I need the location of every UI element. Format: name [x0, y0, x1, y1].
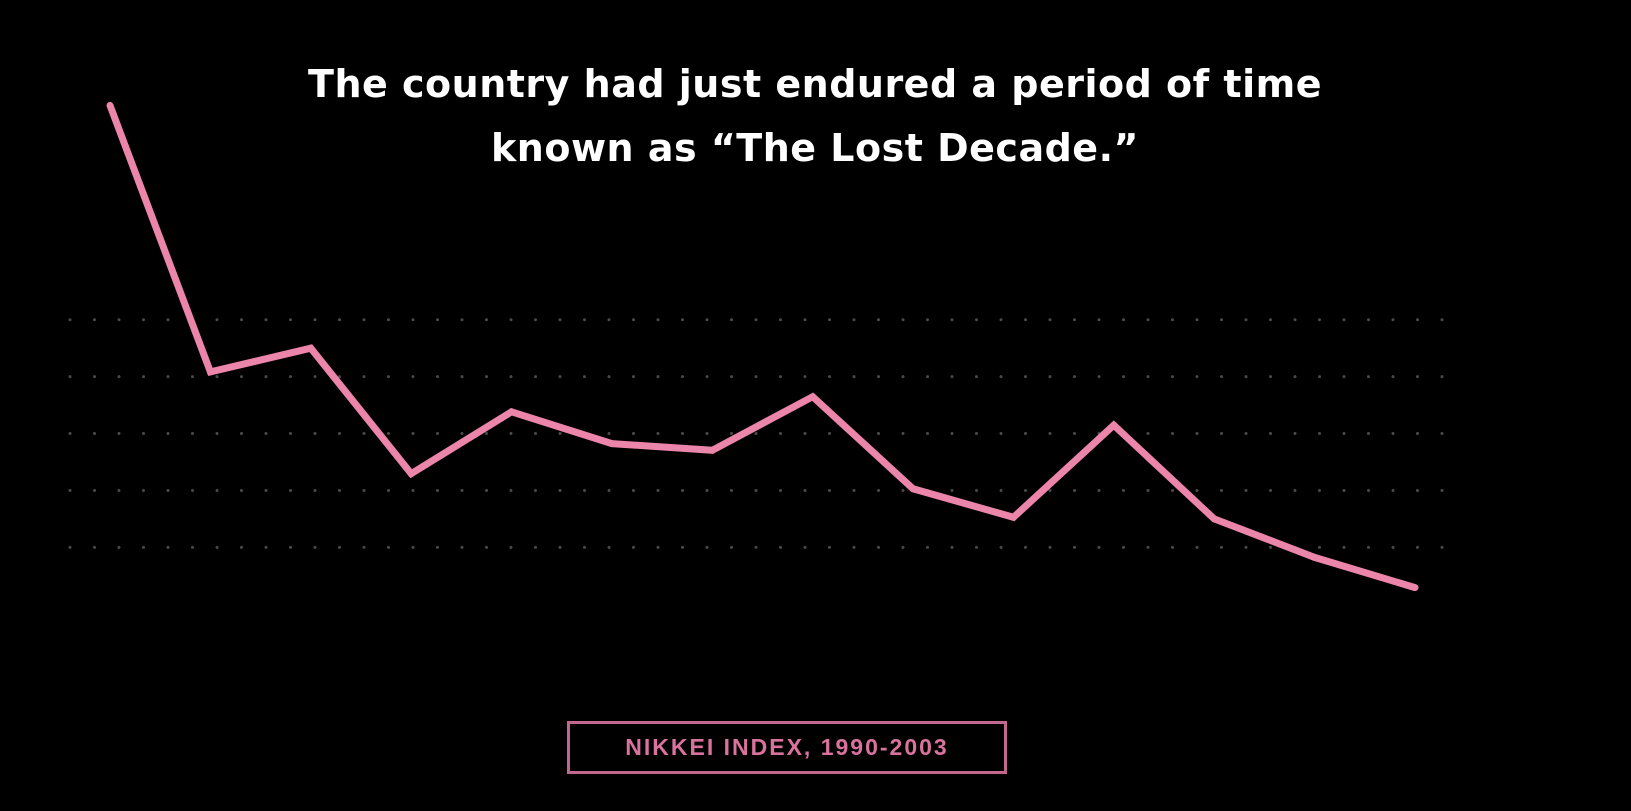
data-point-1997	[809, 393, 817, 401]
data-point-1995	[608, 440, 616, 448]
series-line-1	[106, 104, 1417, 591]
data-point-1996	[708, 446, 716, 454]
series-layer	[106, 101, 1419, 592]
data-point-2001	[1210, 515, 1218, 523]
data-point-1998	[909, 485, 917, 493]
data-point-2003	[1411, 584, 1419, 592]
data-point-1990	[106, 101, 114, 109]
data-point-1992	[307, 344, 315, 352]
index-label: NIKKEI INDEX, 1990-2003	[625, 734, 949, 760]
data-point-1993	[407, 470, 415, 478]
index-label-box: NIKKEI INDEX, 1990-2003	[567, 721, 1007, 774]
data-point-1999	[1009, 513, 1017, 521]
data-point-1991	[206, 368, 214, 376]
data-point-2002	[1311, 553, 1319, 561]
data-point-1994	[508, 408, 516, 416]
caption-line-2: known as “The Lost Decade.”	[491, 126, 1139, 170]
data-point-2000	[1110, 421, 1118, 429]
chart-caption: The country had just endured a period of…	[215, 52, 1415, 180]
caption-line-1: The country had just endured a period of…	[308, 62, 1322, 106]
